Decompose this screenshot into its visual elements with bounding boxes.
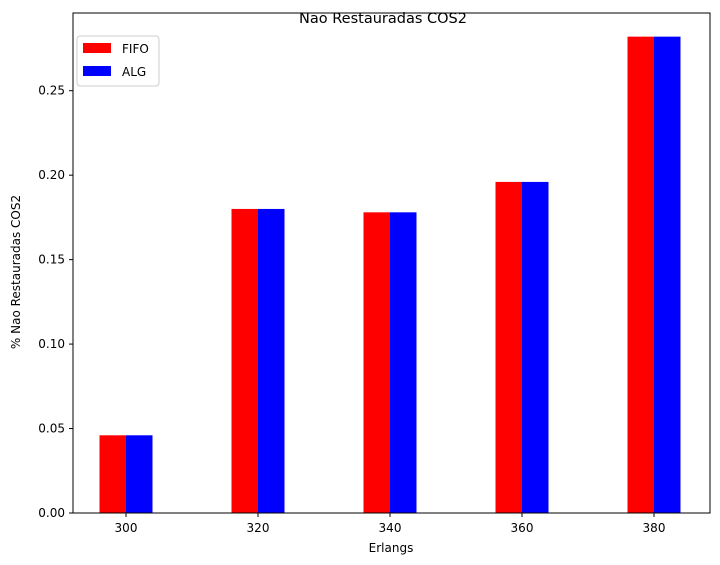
legend: FIFO ALG — [77, 36, 159, 86]
x-tick-label: 320 — [247, 521, 270, 535]
bar-fifo-360 — [496, 182, 523, 513]
bar-fifo-300 — [100, 435, 127, 513]
bar-fifo-320 — [232, 209, 259, 513]
bars — [100, 37, 681, 513]
legend-swatch-alg — [83, 66, 111, 76]
legend-swatch-fifo — [83, 43, 111, 53]
legend-label-fifo: FIFO — [122, 42, 149, 56]
bar-fifo-380 — [628, 37, 655, 513]
bar-alg-320 — [258, 209, 285, 513]
bar-alg-300 — [126, 435, 153, 513]
x-axis-label: Erlangs — [369, 541, 414, 555]
x-ticks: 300 320 340 360 380 — [115, 513, 666, 535]
bar-fifo-340 — [364, 212, 391, 513]
x-tick-label: 300 — [115, 521, 138, 535]
y-ticks: 0.00 0.05 0.10 0.15 0.20 0.25 — [38, 84, 73, 520]
legend-label-alg: ALG — [122, 65, 146, 79]
bar-alg-360 — [522, 182, 549, 513]
bar-alg-340 — [390, 212, 417, 513]
y-tick-label: 0.15 — [38, 253, 65, 267]
y-axis-label: % Nao Restauradas COS2 — [9, 195, 23, 349]
y-tick-label: 0.05 — [38, 422, 65, 436]
y-tick-label: 0.00 — [38, 506, 65, 520]
y-tick-label: 0.10 — [38, 337, 65, 351]
x-tick-label: 340 — [379, 521, 402, 535]
x-tick-label: 380 — [643, 521, 666, 535]
y-tick-label: 0.25 — [38, 84, 65, 98]
x-tick-label: 360 — [511, 521, 534, 535]
bar-alg-380 — [654, 37, 681, 513]
y-tick-label: 0.20 — [38, 168, 65, 182]
